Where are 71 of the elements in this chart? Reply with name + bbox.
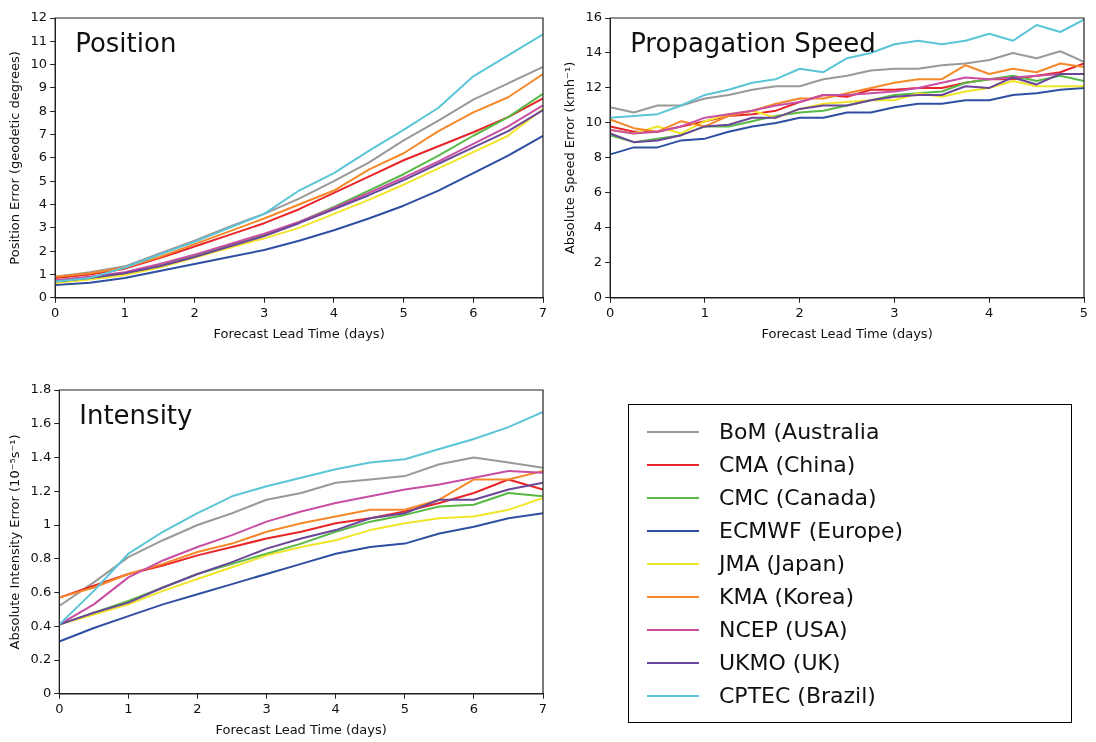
y-tick-label: 0.6 — [30, 583, 52, 599]
y-tick-label: 0 — [42, 685, 52, 701]
legend-label: KMA (Korea) — [719, 584, 854, 609]
x-axis-title: Forecast Lead Time (days) — [215, 721, 387, 737]
y-tick-label: 12 — [30, 9, 48, 25]
x-tick-label: 5 — [399, 304, 408, 320]
y-tick-label: 3 — [38, 219, 48, 235]
x-tick-label: 2 — [190, 304, 199, 320]
x-tick-label: 2 — [795, 304, 804, 320]
legend-label: ECMWF (Europe) — [719, 518, 904, 543]
y-tick-label: 6 — [38, 149, 48, 165]
y-tick-label: 10 — [585, 114, 603, 130]
y-tick-label: 1.8 — [30, 381, 52, 397]
y-tick-label: 0.4 — [30, 617, 52, 633]
y-tick-label: 1.2 — [30, 482, 52, 498]
x-tick-label: 5 — [1079, 304, 1089, 320]
legend-label: JMA (Japan) — [719, 551, 846, 576]
y-tick-label: 2 — [593, 254, 603, 270]
x-axis-title: Forecast Lead Time (days) — [213, 325, 385, 341]
y-tick-label: 0 — [593, 289, 603, 305]
y-tick-label: 1.4 — [30, 448, 52, 464]
y-tick-label: 8 — [38, 102, 48, 118]
y-tick-label: 4 — [593, 219, 603, 235]
y-tick-label: 10 — [30, 56, 48, 72]
y-tick-label: 1 — [38, 265, 48, 281]
y-tick-label: 16 — [585, 9, 603, 25]
x-tick-label: 6 — [469, 700, 479, 716]
x-tick-label: 3 — [890, 304, 899, 320]
y-tick-label: 11 — [30, 32, 48, 48]
y-tick-label: 5 — [38, 172, 48, 188]
y-tick-label: 0.8 — [30, 550, 52, 566]
x-tick-label: 4 — [985, 304, 994, 320]
x-tick-label: 4 — [331, 700, 340, 716]
y-axis-title: Position Error (geodetic degrees) — [7, 51, 23, 265]
chart-title: Propagation Speed — [630, 27, 876, 58]
legend-label: CMC (Canada) — [719, 485, 877, 510]
x-tick-label: 5 — [400, 700, 409, 716]
legend-label: CPTEC (Brazil) — [719, 683, 876, 708]
legend-label: NCEP (USA) — [719, 617, 848, 642]
x-tick-label: 3 — [262, 700, 271, 716]
x-tick-label: 6 — [469, 304, 478, 320]
y-tick-label: 12 — [585, 79, 603, 95]
x-tick-label: 7 — [538, 700, 548, 716]
x-tick-label: 1 — [124, 700, 133, 716]
x-axis-title: Forecast Lead Time (days) — [761, 325, 933, 341]
y-tick-label: 0.2 — [30, 651, 52, 667]
y-tick-label: 1.6 — [30, 415, 52, 431]
y-tick-label: 0 — [38, 289, 48, 305]
legend-label: UKMO (UK) — [719, 650, 841, 675]
legend-label: CMA (China) — [719, 452, 856, 477]
x-tick-label: 2 — [193, 700, 202, 716]
y-tick-label: 2 — [38, 242, 48, 258]
y-tick-label: 9 — [38, 79, 48, 95]
y-tick-label: 6 — [593, 184, 603, 200]
y-tick-label: 14 — [585, 44, 603, 60]
x-tick-label: 7 — [538, 304, 548, 320]
y-axis-title: Absolute Intensity Error (10⁻⁵s⁻¹) — [7, 434, 23, 650]
y-tick-label: 8 — [593, 149, 603, 165]
y-axis-title: Absolute Speed Error (kmh⁻¹) — [562, 61, 578, 255]
legend-label: BoM (Australia — [719, 419, 880, 444]
x-tick-label: 1 — [120, 304, 129, 320]
y-tick-label: 7 — [38, 125, 48, 141]
x-tick-label: 0 — [606, 304, 615, 320]
x-tick-label: 4 — [329, 304, 339, 320]
y-tick-label: 1 — [42, 516, 52, 532]
chart-title: Position — [75, 27, 177, 58]
x-tick-label: 3 — [260, 304, 269, 320]
x-tick-label: 0 — [55, 700, 64, 716]
chart-title: Intensity — [79, 399, 193, 430]
x-tick-label: 1 — [700, 304, 710, 320]
y-tick-label: 4 — [38, 195, 48, 211]
